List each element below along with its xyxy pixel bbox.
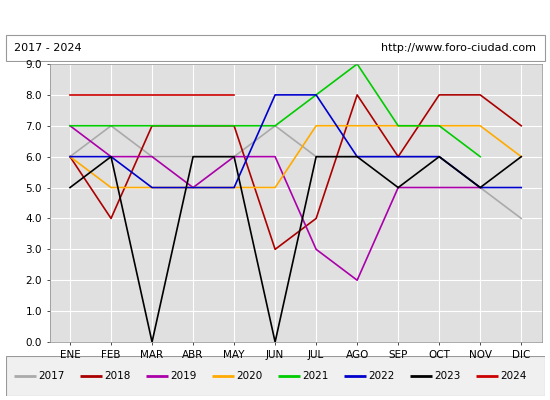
Text: 2024: 2024 [500, 371, 527, 381]
Text: 2019: 2019 [170, 371, 197, 381]
Text: 2023: 2023 [434, 371, 461, 381]
Text: http://www.foro-ciudad.com: http://www.foro-ciudad.com [381, 43, 536, 53]
Text: 2022: 2022 [368, 371, 395, 381]
Text: 2017 - 2024: 2017 - 2024 [14, 43, 81, 53]
Text: 2020: 2020 [236, 371, 263, 381]
Text: Evolucion del paro registrado en Tolbaños: Evolucion del paro registrado en Tolbaño… [115, 10, 435, 24]
Text: 2017: 2017 [39, 371, 65, 381]
Text: 2018: 2018 [104, 371, 131, 381]
Text: 2021: 2021 [302, 371, 329, 381]
